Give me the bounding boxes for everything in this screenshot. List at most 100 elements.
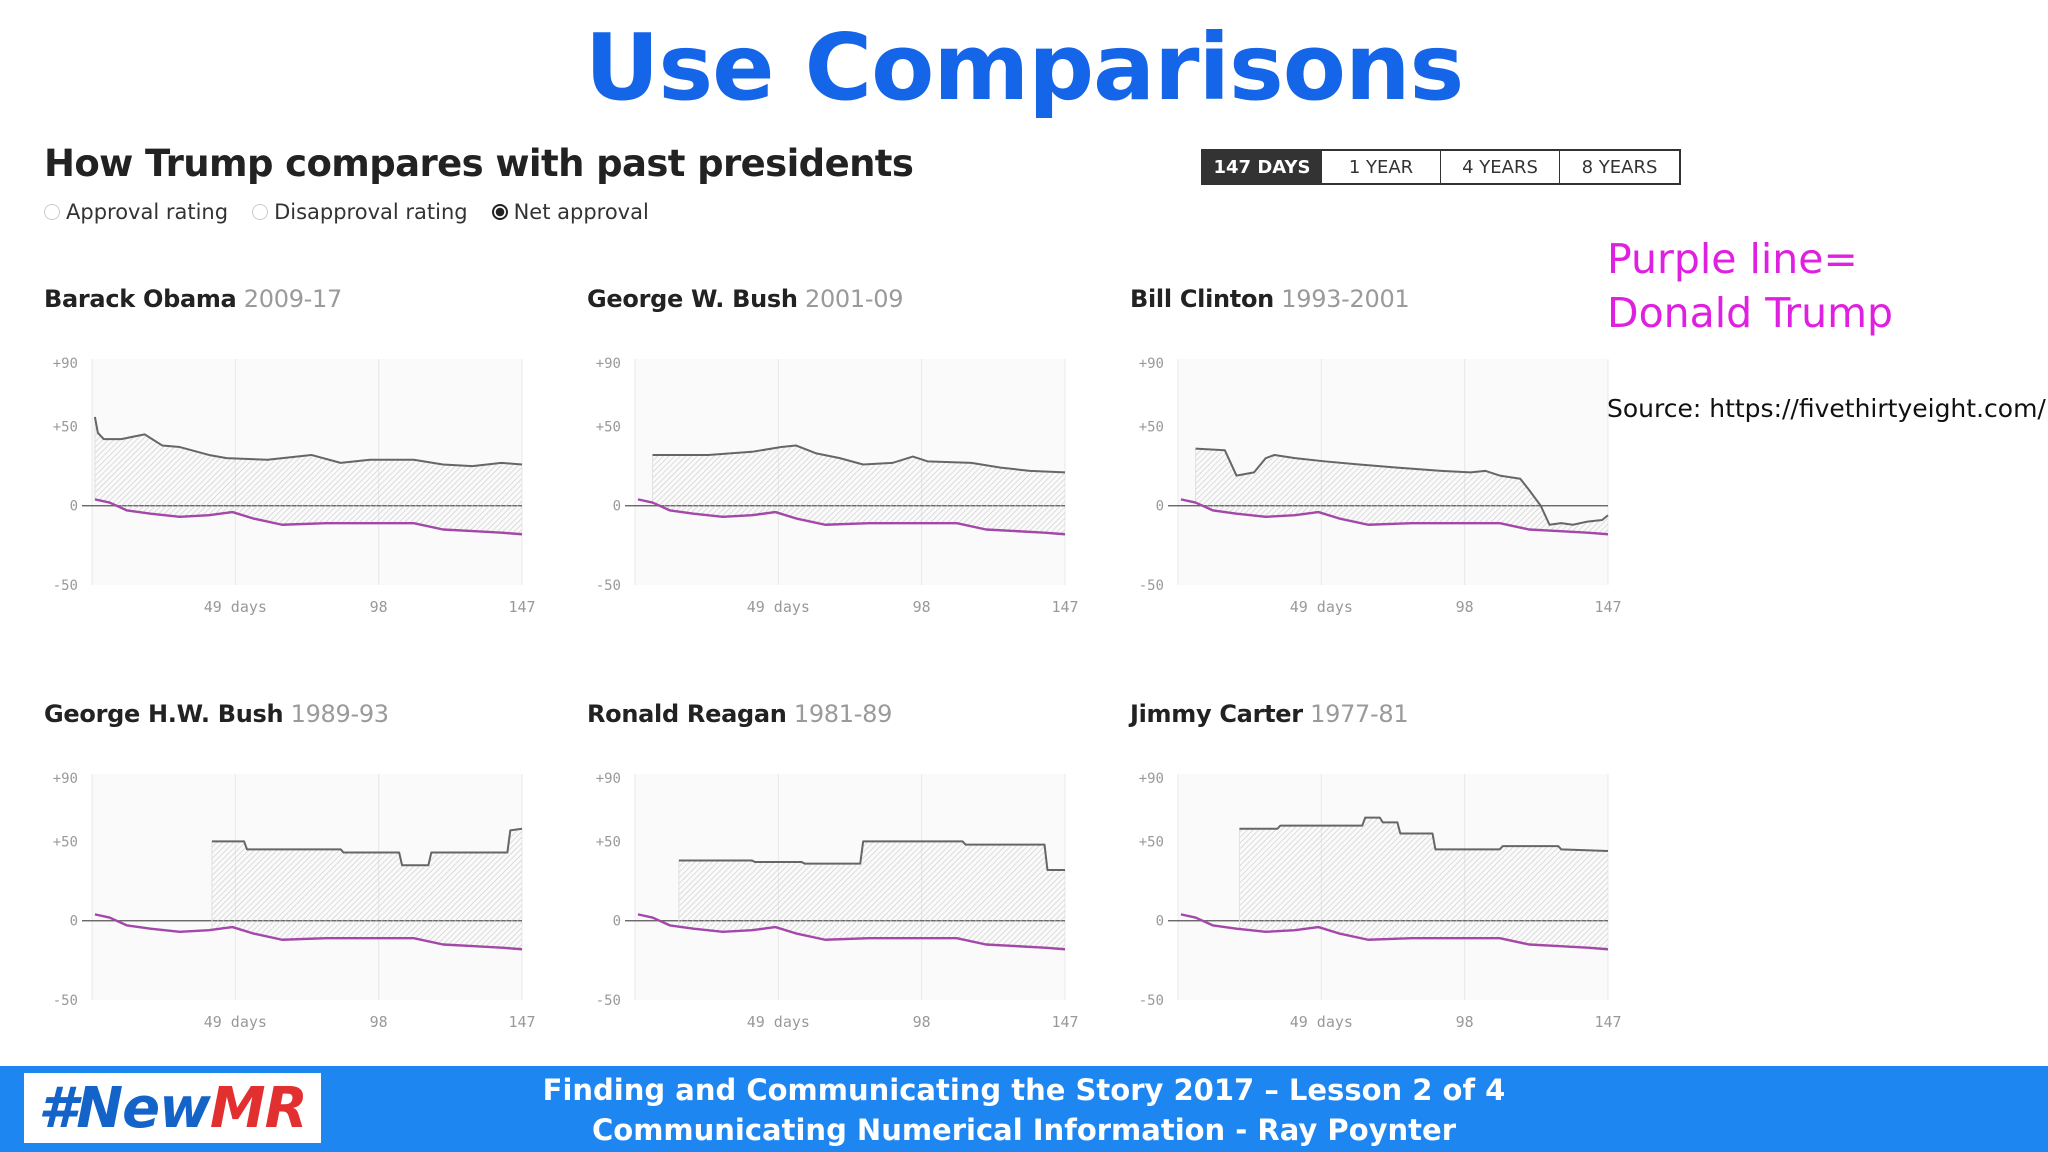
range-button-8-years[interactable]: 8 YEARS (1581, 156, 1658, 178)
trump-line (637, 498, 1066, 536)
x-tick-label: 147 (1051, 598, 1078, 616)
difference-area (211, 828, 522, 950)
panel-title: Ronald Reagan 1981-89 (587, 700, 892, 728)
y-tick-label: 0 (70, 499, 78, 515)
y-tick-label: +50 (1139, 834, 1164, 850)
time-range-selector: 147 DAYS 1 YEAR 4 YEARS 8 YEARS (1201, 149, 1681, 185)
x-tick-label: 49 days (1290, 1013, 1353, 1031)
y-tick-label: +50 (53, 419, 78, 435)
panel-title: Barack Obama 2009-17 (44, 285, 342, 313)
president-line (93, 416, 523, 468)
president-name: Ronald Reagan (587, 700, 787, 728)
legend-note-line1: Purple line= (1607, 235, 1858, 283)
panel-chart-4: +90 +50 0 -50 49 days 98 147 (596, 771, 1079, 1031)
panel-chart-0: +90 +50 0 -50 49 days 98 147 (53, 356, 536, 616)
trump-line (94, 498, 523, 536)
radio-approval-rating[interactable]: Approval rating (44, 200, 228, 224)
y-tick-label: +90 (53, 771, 78, 787)
x-tick-label: 98 (913, 598, 931, 616)
president-line (652, 444, 1066, 474)
panel-title: George W. Bush 2001-09 (587, 285, 903, 313)
x-tick-label: 147 (1594, 1013, 1621, 1031)
president-years: 1989-93 (283, 700, 389, 728)
difference-area (1239, 817, 1608, 950)
trump-line (637, 913, 1066, 951)
y-tick-label: 0 (613, 914, 621, 930)
x-tick-label: 98 (370, 598, 388, 616)
president-years: 1993-2001 (1273, 285, 1410, 313)
slide-title: Use Comparisons (584, 14, 1465, 121)
trump-line (94, 913, 523, 951)
logo-text-mr: MR (209, 1075, 308, 1141)
x-tick-label: 147 (508, 1013, 535, 1031)
x-tick-label: 98 (1456, 598, 1474, 616)
footer-line1: Finding and Communicating the Story 2017… (542, 1073, 1506, 1107)
president-years: 1981-89 (786, 700, 893, 728)
y-tick-label: -50 (596, 578, 621, 594)
y-tick-label: -50 (1139, 993, 1164, 1009)
y-tick-label: +90 (596, 356, 621, 372)
y-tick-label: +90 (1139, 771, 1164, 787)
y-tick-label: +90 (1139, 356, 1164, 372)
x-tick-label: 98 (1456, 1013, 1474, 1031)
range-button-147-days[interactable]: 147 DAYS (1203, 151, 1322, 183)
range-button-4-years[interactable]: 4 YEARS (1441, 151, 1560, 183)
president-name: George H.W. Bush (44, 700, 284, 728)
president-name: Bill Clinton (1130, 285, 1274, 313)
y-tick-label: +50 (53, 834, 78, 850)
radio-label: Net approval (513, 200, 649, 224)
difference-area (1195, 448, 1608, 535)
x-tick-label: 49 days (1290, 598, 1353, 616)
x-tick-label: 98 (913, 1013, 931, 1031)
legend-note: Purple line= Donald Trump (1607, 232, 1893, 340)
footer-bar (0, 1066, 2048, 1152)
y-tick-label: +50 (1139, 419, 1164, 435)
radio-unchecked-icon (44, 204, 60, 220)
trump-line (1180, 498, 1609, 536)
y-tick-label: 0 (70, 914, 78, 930)
y-tick-label: 0 (1156, 914, 1164, 930)
radio-net-approval[interactable]: Net approval (491, 200, 649, 224)
rating-type-radio-group: Approval rating Disapproval rating Net a… (44, 200, 649, 224)
y-tick-label: 0 (613, 499, 621, 515)
y-tick-label: -50 (1139, 578, 1164, 594)
logo-text-hash: #New (38, 1075, 211, 1141)
y-tick-label: +90 (596, 771, 621, 787)
legend-note-line2: Donald Trump (1607, 289, 1894, 337)
panel-chart-2: +90 +50 0 -50 49 days 98 147 (1139, 356, 1622, 616)
chart-heading: How Trump compares with past presidents (44, 142, 914, 185)
panel-title: Jimmy Carter 1977-81 (1130, 700, 1409, 728)
president-line (1239, 816, 1609, 852)
y-tick-label: 0 (1156, 499, 1164, 515)
panel-chart-1: +90 +50 0 -50 49 days 98 147 (596, 356, 1079, 616)
difference-area (94, 416, 522, 535)
president-line (678, 840, 1065, 871)
radio-disapproval-rating[interactable]: Disapproval rating (252, 200, 468, 224)
y-tick-label: -50 (53, 578, 78, 594)
x-tick-label: 49 days (204, 1013, 267, 1031)
y-tick-label: +50 (596, 419, 621, 435)
y-tick-label: -50 (596, 993, 621, 1009)
difference-area (652, 445, 1065, 535)
president-years: 2001-09 (797, 285, 904, 313)
trump-line (1180, 913, 1609, 951)
newmr-logo: #New MR (24, 1073, 321, 1143)
radio-label: Approval rating (66, 200, 229, 224)
x-tick-label: 147 (1051, 1013, 1078, 1031)
x-tick-label: 147 (508, 598, 535, 616)
panel-title: Bill Clinton 1993-2001 (1130, 285, 1410, 313)
president-name: George W. Bush (587, 285, 798, 313)
x-tick-label: 49 days (747, 1013, 810, 1031)
president-name: Jimmy Carter (1130, 700, 1303, 728)
president-line (211, 827, 523, 867)
panel-title: George H.W. Bush 1989-93 (44, 700, 389, 728)
radio-unchecked-icon (252, 204, 269, 220)
x-tick-label: 98 (370, 1013, 388, 1031)
y-tick-label: +50 (596, 834, 621, 850)
difference-area (678, 841, 1065, 950)
x-tick-label: 49 days (204, 598, 267, 616)
radio-label: Disapproval rating (274, 200, 468, 224)
radio-checked-icon (491, 204, 508, 220)
x-tick-label: 49 days (747, 598, 810, 616)
range-button-1-year[interactable]: 1 YEAR (1322, 151, 1441, 183)
